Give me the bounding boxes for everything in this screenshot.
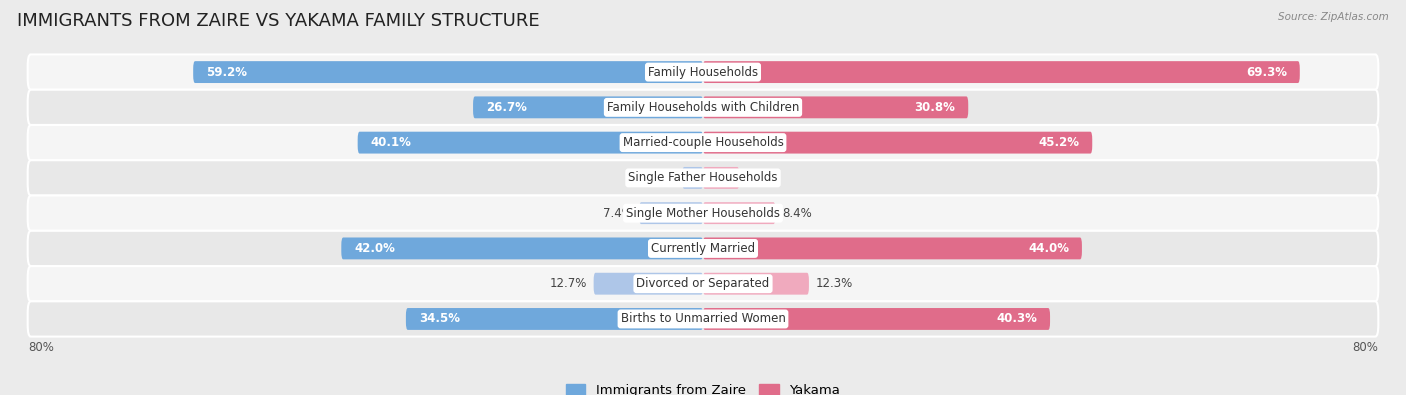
- Text: 59.2%: 59.2%: [207, 66, 247, 79]
- FancyBboxPatch shape: [28, 160, 1378, 196]
- Text: 80%: 80%: [1353, 341, 1378, 354]
- Text: 12.7%: 12.7%: [550, 277, 586, 290]
- FancyBboxPatch shape: [703, 308, 1050, 330]
- FancyBboxPatch shape: [357, 132, 703, 154]
- FancyBboxPatch shape: [703, 61, 1299, 83]
- Text: Single Mother Households: Single Mother Households: [626, 207, 780, 220]
- Text: Births to Unmarried Women: Births to Unmarried Women: [620, 312, 786, 325]
- Text: Family Households: Family Households: [648, 66, 758, 79]
- FancyBboxPatch shape: [703, 273, 808, 295]
- Text: 26.7%: 26.7%: [486, 101, 527, 114]
- FancyBboxPatch shape: [703, 202, 775, 224]
- Text: Source: ZipAtlas.com: Source: ZipAtlas.com: [1278, 12, 1389, 22]
- Text: 7.4%: 7.4%: [603, 207, 633, 220]
- Text: Married-couple Households: Married-couple Households: [623, 136, 783, 149]
- Text: Divorced or Separated: Divorced or Separated: [637, 277, 769, 290]
- Text: 40.1%: 40.1%: [371, 136, 412, 149]
- Text: 12.3%: 12.3%: [815, 277, 853, 290]
- Text: Family Households with Children: Family Households with Children: [607, 101, 799, 114]
- FancyBboxPatch shape: [640, 202, 703, 224]
- FancyBboxPatch shape: [342, 237, 703, 260]
- FancyBboxPatch shape: [703, 132, 1092, 154]
- FancyBboxPatch shape: [472, 96, 703, 118]
- Text: 2.4%: 2.4%: [645, 171, 675, 184]
- FancyBboxPatch shape: [28, 231, 1378, 266]
- Text: 45.2%: 45.2%: [1039, 136, 1080, 149]
- FancyBboxPatch shape: [193, 61, 703, 83]
- FancyBboxPatch shape: [28, 55, 1378, 90]
- Text: 4.2%: 4.2%: [747, 171, 776, 184]
- FancyBboxPatch shape: [28, 266, 1378, 301]
- Text: Single Father Households: Single Father Households: [628, 171, 778, 184]
- Text: 30.8%: 30.8%: [914, 101, 955, 114]
- FancyBboxPatch shape: [406, 308, 703, 330]
- FancyBboxPatch shape: [703, 167, 740, 189]
- FancyBboxPatch shape: [593, 273, 703, 295]
- Text: Currently Married: Currently Married: [651, 242, 755, 255]
- Text: 40.3%: 40.3%: [997, 312, 1038, 325]
- FancyBboxPatch shape: [682, 167, 703, 189]
- FancyBboxPatch shape: [28, 90, 1378, 125]
- Text: IMMIGRANTS FROM ZAIRE VS YAKAMA FAMILY STRUCTURE: IMMIGRANTS FROM ZAIRE VS YAKAMA FAMILY S…: [17, 12, 540, 30]
- Text: 69.3%: 69.3%: [1246, 66, 1286, 79]
- FancyBboxPatch shape: [703, 237, 1083, 260]
- Text: 8.4%: 8.4%: [782, 207, 813, 220]
- FancyBboxPatch shape: [703, 96, 969, 118]
- Text: 42.0%: 42.0%: [354, 242, 395, 255]
- FancyBboxPatch shape: [28, 196, 1378, 231]
- Text: 80%: 80%: [28, 341, 53, 354]
- Text: 34.5%: 34.5%: [419, 312, 460, 325]
- Text: 44.0%: 44.0%: [1028, 242, 1069, 255]
- Legend: Immigrants from Zaire, Yakama: Immigrants from Zaire, Yakama: [561, 378, 845, 395]
- FancyBboxPatch shape: [28, 301, 1378, 337]
- FancyBboxPatch shape: [28, 125, 1378, 160]
